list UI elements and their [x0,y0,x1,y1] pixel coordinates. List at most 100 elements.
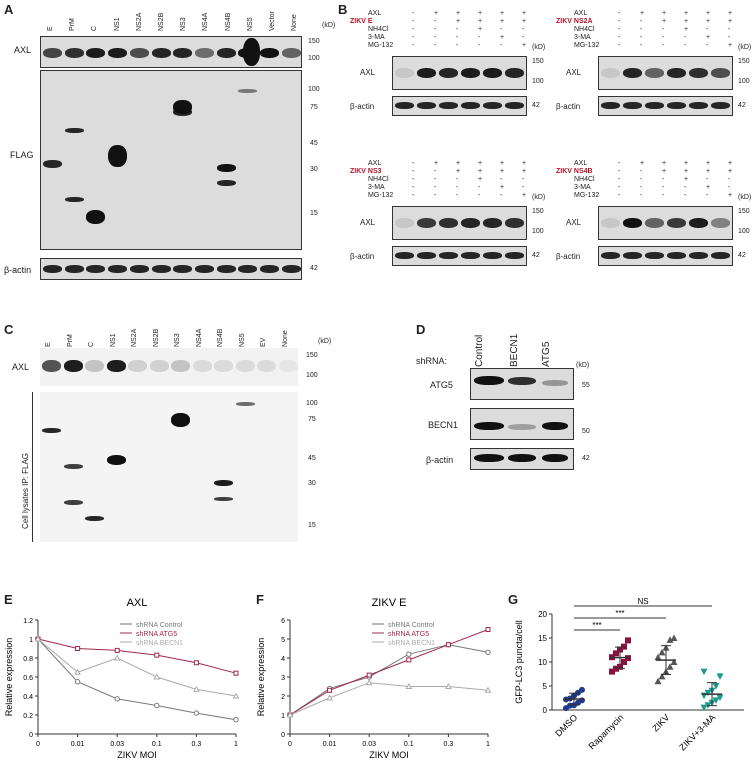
panel-b-mark-150: 150 [532,58,544,65]
panel-b-sign: + [500,168,505,175]
data-point [114,696,120,702]
x-tick-label: ZIKV+3-MA [677,712,717,752]
band [171,360,190,372]
panel-c-lane-label: NS5 [238,333,246,347]
panel-b-sign: - [640,176,643,183]
panel-b-sign: + [478,26,483,33]
band [667,252,686,259]
band [623,252,642,259]
panel-b-sign: + [684,176,689,183]
panel-c-lane-label: NS4A [195,328,203,347]
band [645,102,664,109]
legend-label: shRNA BECN1 [136,640,183,647]
data-point [193,685,200,692]
panel-b-mark-42: 42 [738,252,746,259]
panel-a-mark-f30: 30 [310,166,318,173]
panel-b-sign: - [456,192,459,199]
band [417,68,436,78]
band [171,413,190,427]
panel-b-row-actin: β-actin [556,252,581,261]
panel-b-actin-blot [598,96,733,116]
band [63,500,83,505]
x-axis-label: ZIKV MOI [369,750,409,760]
data-point [670,658,678,665]
panel-b-sign: + [706,18,711,25]
band [235,360,255,372]
panel-b-sign: - [618,42,621,49]
chart-title: ZIKV E [372,597,407,609]
panel-b-mark-150: 150 [738,58,750,65]
panel-b-sign: - [456,26,459,33]
data-point [74,679,81,685]
panel-b-treat-label: MG-132 [574,42,600,49]
panel-b-sign: - [706,192,709,199]
panel-a-lane-label: NS4B [224,12,232,31]
data-point [609,668,615,675]
band [623,218,642,228]
panel-b-axl-blot [392,56,527,90]
band [474,422,504,430]
panel-e-chart: AXL 0 0.2 0.4 0.6 0.8 1 1.2 0 0.01 0.03 0.1 0.3 1 ZIKV… [4,597,240,760]
band [238,89,258,93]
panel-b-sign: - [434,184,437,191]
panel-b-sign: - [434,192,437,199]
panel-d-mark-50: 50 [582,428,590,435]
panel-b-mark-100: 100 [738,228,750,235]
band [173,108,193,116]
panel-a-label: A [4,2,14,17]
x-tick-label: 0.3 [192,741,202,748]
panel-b-treat-label: ZIKV NS3 [350,168,382,175]
panel-b-sign: + [478,176,483,183]
band [281,265,301,273]
band [417,102,436,109]
panel-b-sign: + [662,168,667,175]
data-point [700,668,708,676]
y-tick-label: 0.4 [23,694,33,701]
panel-b-sign: + [706,184,711,191]
panel-a-mark-f75: 75 [310,104,318,111]
band [623,102,642,109]
panel-b-kd: (kD) [532,194,546,201]
data-point [193,710,200,716]
panel-b-sign: + [728,192,733,199]
panel-b-sign: - [412,160,415,167]
panel-b-sign: + [662,160,667,167]
panel-b-label: B [338,2,348,17]
panel-b-row-actin: β-actin [350,252,375,261]
panel-b-sign: + [684,18,689,25]
panel-a-mark-f100: 100 [308,86,320,93]
panel-b-treat-label: ZIKV E [350,18,373,25]
y-tick-label: 5 [281,637,285,644]
band [173,48,193,58]
panel-b-treat-label: ZIKV NS2A [556,18,593,25]
band [439,218,458,228]
panel-b-treat-label: MG-132 [368,42,394,49]
panel-b-sign: - [434,168,437,175]
panel-b-sign: - [684,34,687,41]
y-tick-label: 0.2 [23,713,33,720]
band [505,252,524,259]
panel-b-sign: - [618,168,621,175]
panel-c-side-bar [32,392,33,542]
band [395,68,414,78]
panel-a-mark-f45: 45 [310,140,318,147]
panel-b-sign: + [684,160,689,167]
panel-b-sign: - [684,42,687,49]
data-point [405,682,413,689]
legend-label: shRNA ATG5 [136,631,177,638]
band [108,48,128,58]
y-tick-label: 15 [538,634,547,643]
panel-d-shrna: shRNA: [416,356,448,366]
band [238,265,258,273]
panel-c-kd: (kD) [318,338,332,345]
panel-d-mark-55: 55 [582,382,590,389]
panel-b-sign: - [412,168,415,175]
band [194,48,214,58]
panel-c-lane-label: PrM [66,334,74,347]
band [194,265,214,273]
band [64,128,84,133]
panel-c-lane-label: NS1 [109,333,117,347]
panel-b-sign: - [456,184,459,191]
panel-b-sign: - [412,26,415,33]
panel-c-lane-label: E [45,342,52,347]
